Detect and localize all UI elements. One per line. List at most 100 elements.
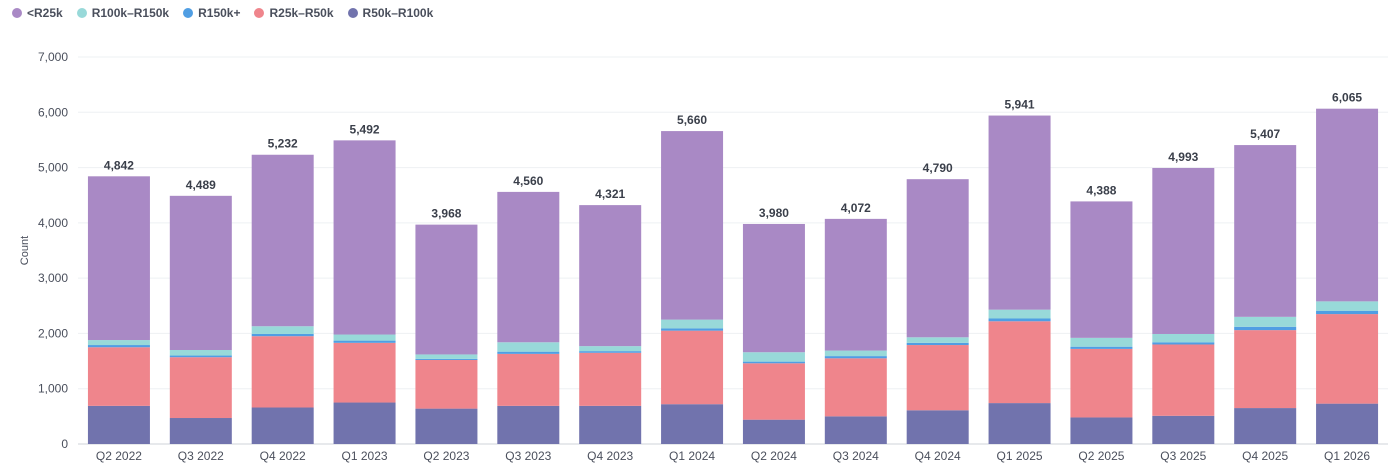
bar-segment <box>824 356 887 359</box>
bar-segment <box>1152 344 1215 416</box>
bar-segment <box>1316 301 1379 311</box>
bar-segment <box>661 404 724 444</box>
bar-segment <box>333 342 396 403</box>
bar-total-label: 6,065 <box>1332 91 1362 105</box>
bar-segment <box>988 309 1051 319</box>
x-tick-label: Q2 2023 <box>423 449 469 463</box>
legend-label: R150k+ <box>198 6 241 20</box>
bar-total-label: 4,489 <box>186 178 216 192</box>
legend-item-r150k-plus[interactable]: R150k+ <box>183 6 240 20</box>
bar-total-label: 4,842 <box>104 158 134 172</box>
bar-segment <box>906 179 969 338</box>
legend-item-r100k-r150k[interactable]: R100k–R150k <box>76 6 169 20</box>
y-tick-label: 5,000 <box>38 161 68 175</box>
bar-segment <box>87 347 150 406</box>
chart-legend: <R25k R100k–R150k R150k+ R25k–R50k R50k–… <box>12 6 433 20</box>
legend-swatch <box>254 8 265 18</box>
bar-segment <box>579 346 642 352</box>
bar-segment <box>1070 337 1133 347</box>
bar-segment <box>251 326 314 334</box>
bar-segment <box>415 408 478 444</box>
bar-total-label: 4,388 <box>1086 183 1116 197</box>
x-tick-label: Q4 2023 <box>587 449 633 463</box>
bar-segment <box>87 345 150 348</box>
y-tick-label: 7,000 <box>38 50 68 64</box>
bar-segment <box>169 195 232 351</box>
bar-segment <box>1316 314 1379 404</box>
bar-segment <box>333 340 396 343</box>
bar-segment <box>1234 408 1297 444</box>
x-tick-label: Q1 2026 <box>1324 449 1370 463</box>
bar-total-label: 5,407 <box>1250 127 1280 141</box>
bar-segment <box>1316 310 1379 315</box>
bar-segment <box>1152 167 1215 334</box>
bar-segment <box>579 205 642 347</box>
y-tick-label: 1,000 <box>38 382 68 396</box>
bar-segment <box>87 176 150 341</box>
bar-total-label: 3,980 <box>759 206 789 220</box>
bar-segment <box>1152 415 1215 444</box>
bar-segment <box>661 330 724 405</box>
bar-segment <box>579 352 642 406</box>
bar-segment <box>906 410 969 444</box>
legend-swatch <box>12 8 22 18</box>
bar-segment <box>415 224 478 355</box>
bar-total-label: 5,492 <box>350 122 380 136</box>
legend-item-lt-r25k[interactable]: <R25k <box>12 6 63 20</box>
x-tick-label: Q4 2022 <box>260 449 306 463</box>
legend-item-r25k-r50k[interactable]: R25k–R50k <box>254 6 334 20</box>
x-tick-label: Q2 2025 <box>1078 449 1124 463</box>
bar-segment <box>1152 333 1215 343</box>
x-tick-label: Q1 2024 <box>669 449 715 463</box>
bar-segment <box>579 351 642 353</box>
legend-label: <R25k <box>27 6 63 20</box>
bar-segment <box>742 223 805 353</box>
bar-segment <box>497 191 560 343</box>
legend-item-r50k-r100k[interactable]: R50k–R100k <box>347 6 434 20</box>
bar-segment <box>824 358 887 417</box>
bar-segment <box>251 154 314 327</box>
legend-swatch <box>76 8 87 18</box>
bar-segment <box>824 350 887 357</box>
bar-total-label: 4,321 <box>595 187 625 201</box>
bar-segment <box>169 350 232 356</box>
bar-segment <box>497 353 560 406</box>
bar-total-label: 5,232 <box>268 137 298 151</box>
bar-segment <box>415 359 478 409</box>
bar-segment <box>1316 403 1379 444</box>
bar-total-label: 3,968 <box>431 207 461 221</box>
y-tick-label: 4,000 <box>38 216 68 230</box>
x-tick-label: Q4 2024 <box>915 449 961 463</box>
x-tick-label: Q2 2022 <box>96 449 142 463</box>
y-axis-title: Count <box>19 236 31 265</box>
bar-segment <box>415 358 478 360</box>
x-tick-label: Q3 2023 <box>505 449 551 463</box>
bar-total-label: 4,790 <box>923 161 953 175</box>
x-tick-label: Q1 2023 <box>342 449 388 463</box>
x-tick-label: Q3 2025 <box>1160 449 1206 463</box>
bar-segment <box>906 337 969 343</box>
bar-segment <box>988 321 1051 404</box>
bar-segment <box>1070 346 1133 349</box>
bar-segment <box>251 333 314 337</box>
bar-segment <box>333 334 396 341</box>
bar-segment <box>1070 348 1133 418</box>
bar-total-label: 5,941 <box>1005 98 1035 112</box>
bar-segment <box>824 416 887 444</box>
legend-swatch <box>183 8 194 18</box>
legend-label: R50k–R100k <box>362 6 434 20</box>
bar-segment <box>824 218 887 351</box>
bar-segment <box>1234 316 1297 327</box>
legend-label: R25k–R50k <box>269 6 334 20</box>
x-tick-label: Q2 2024 <box>751 449 797 463</box>
bar-segment <box>169 357 232 419</box>
bar-segment <box>87 340 150 346</box>
bar-total-label: 4,993 <box>1168 150 1198 164</box>
bar-segment <box>1152 342 1215 345</box>
bar-segment <box>742 419 805 444</box>
bar-segment <box>169 418 232 444</box>
bar-segment <box>1234 326 1297 331</box>
bar-segment <box>742 363 805 420</box>
bar-segment <box>333 140 396 335</box>
bar-segment <box>497 405 560 444</box>
